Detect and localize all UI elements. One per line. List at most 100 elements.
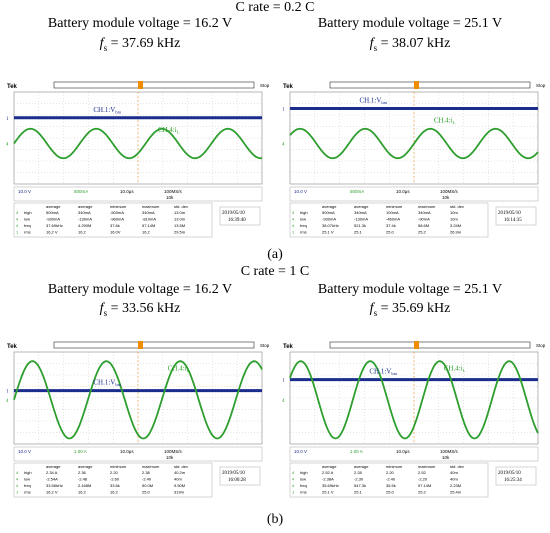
meas-cell: 2.38 xyxy=(142,470,151,475)
ch1-marker: 1 xyxy=(6,117,9,122)
meas-cell: 25.1 xyxy=(354,490,363,495)
stop-label: Stop xyxy=(536,83,546,88)
settings-strip xyxy=(289,186,539,202)
meas-row-index: 4 xyxy=(16,470,19,475)
ch4-label: CH.4:iL xyxy=(444,364,466,373)
meas-header: minimum xyxy=(110,464,127,469)
ch4-scale: 500mA xyxy=(350,189,364,194)
meas-row-label: rms xyxy=(24,230,31,235)
meas-row-label: high xyxy=(24,210,32,215)
meas-cell: 16.2 V xyxy=(46,230,58,235)
meas-cell: 37.69kHz xyxy=(46,223,63,228)
meas-row-label: freq xyxy=(300,483,307,488)
meas-cell: 57.14M xyxy=(418,483,431,488)
ch1-marker: 1 xyxy=(6,390,9,395)
meas-row-label: high xyxy=(300,210,308,215)
meas-cell: 4.290M xyxy=(78,223,91,228)
meas-cell: 25.0 xyxy=(386,490,395,495)
section-b-right-voltage: Battery module voltage = 25.1 V xyxy=(317,282,503,297)
record-bar xyxy=(53,81,255,89)
ch1-scale: 10.0 V xyxy=(18,189,31,194)
meas-cell: 319m xyxy=(174,490,185,495)
meas-header: average xyxy=(322,464,337,469)
ch1-label: CH.1:Vbm xyxy=(93,106,121,115)
meas-cell: 25.2 xyxy=(418,490,427,495)
meas-cell: -130mA xyxy=(354,217,368,222)
meas-row-label: freq xyxy=(24,483,31,488)
meas-header: maximum xyxy=(418,464,436,469)
meas-row-index: 4 xyxy=(16,210,19,215)
record-length: 10k xyxy=(166,455,174,460)
scope-time: 16:25:34 xyxy=(504,478,522,483)
meas-table xyxy=(13,202,213,238)
meas-header: average xyxy=(354,204,369,209)
meas-cell: 100mA xyxy=(386,210,399,215)
ch1-marker: 1 xyxy=(282,108,285,113)
sample-rate: 100MS/s xyxy=(440,189,459,194)
meas-cell: 38.07kHz xyxy=(322,223,339,228)
section-a-left-voltage: Battery module voltage = 16.2 V xyxy=(47,16,233,31)
trigger-marker xyxy=(138,341,143,349)
record-bar xyxy=(329,81,531,89)
ch4-label-sub: L xyxy=(463,368,466,373)
meas-header: average xyxy=(46,464,61,469)
scope-date: 2019/05/10 xyxy=(222,471,245,476)
meas-cell: 16.2 xyxy=(110,490,119,495)
caption-a: (a) xyxy=(267,247,283,262)
meas-cell: -2.30 xyxy=(354,477,364,482)
meas-cell: -130mA xyxy=(78,217,92,222)
meas-cell: 340mA xyxy=(418,210,431,215)
meas-row-index: 4 xyxy=(292,217,295,222)
ch4-trace xyxy=(13,127,263,160)
meas-row-index: 1 xyxy=(292,230,295,235)
ch4-marker: 4 xyxy=(6,143,9,148)
ch1-label: CH.1:Vbm xyxy=(93,379,121,388)
stop-label: Stop xyxy=(536,343,546,348)
scope-panel-b-left: Tek Stop 1 4 CH.1:Vbm CH.4:iL 10.0 V 1.00 A 10.0… xyxy=(6,340,274,500)
scope-date: 2019/05/10 xyxy=(498,211,521,216)
section-b-right-fs: fs = 35.69 kHz xyxy=(369,301,451,318)
meas-cell: 2.20 xyxy=(110,470,119,475)
ch4-marker: 4 xyxy=(282,143,285,148)
ch1-scale: 10.0 V xyxy=(294,449,307,454)
meas-header: std. dev xyxy=(450,204,464,209)
meas-header: std. dev xyxy=(450,464,464,469)
datetime-box xyxy=(495,466,537,486)
record-length: 10k xyxy=(442,455,450,460)
meas-cell: 25.4m xyxy=(450,490,462,495)
stop-label: Stop xyxy=(260,343,270,348)
record-length: 10k xyxy=(442,195,450,200)
meas-cell: 3.24M xyxy=(450,223,461,228)
meas-cell: 25.1 V xyxy=(322,230,334,235)
meas-row-index: 4 xyxy=(292,223,295,228)
meas-cell: 26.9m xyxy=(450,230,462,235)
meas-row-label: freq xyxy=(24,223,31,228)
meas-cell: 500mA xyxy=(322,210,335,215)
meas-header: maximum xyxy=(418,204,436,209)
meas-table xyxy=(289,202,489,238)
record-bar xyxy=(329,341,531,349)
meas-cell: -2.60 xyxy=(110,477,120,482)
meas-cell: 10m xyxy=(450,210,458,215)
meas-row-index: 4 xyxy=(292,470,295,475)
meas-cell: 340mA xyxy=(142,210,155,215)
ch1-label-sub: bm xyxy=(381,100,387,105)
meas-cell: 13.5M xyxy=(174,223,185,228)
meas-cell: 16.2 xyxy=(78,230,87,235)
ch4-label: CH.4:iL xyxy=(158,126,180,135)
ch1-scale: 10.0 V xyxy=(18,449,31,454)
meas-header: std. dev xyxy=(174,204,188,209)
meas-header: average xyxy=(78,204,93,209)
meas-row-label: low xyxy=(300,217,306,222)
meas-row-index: 4 xyxy=(16,223,19,228)
meas-cell: -90mA xyxy=(418,217,430,222)
meas-header: average xyxy=(78,464,93,469)
meas-cell: 25.2 xyxy=(418,230,427,235)
meas-header: maximum xyxy=(142,464,160,469)
meas-header: minimum xyxy=(386,464,403,469)
meas-row-label: rms xyxy=(24,490,31,495)
meas-cell: 40m xyxy=(450,477,458,482)
meas-cell: 2.52 xyxy=(418,470,427,475)
sample-rate: 100MS/s xyxy=(440,449,459,454)
section-a-title: C rate = 0.2 C xyxy=(235,0,315,15)
